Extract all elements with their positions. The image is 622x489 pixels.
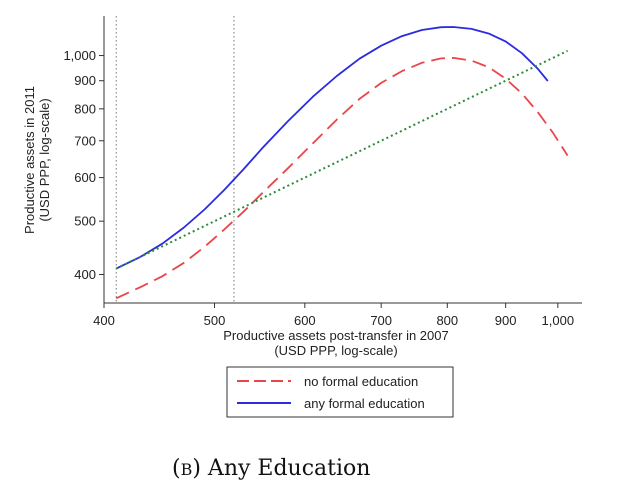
- x-ticks: 400 500 600 700 800 900 1,000: [93, 303, 574, 328]
- x-tick-label-2: 600: [294, 313, 316, 328]
- y-tick-label-6: 1,000: [63, 48, 96, 63]
- legend-label-no-education: no formal education: [304, 374, 418, 389]
- x-tick-label-4: 800: [436, 313, 458, 328]
- legend-label-any-education: any formal education: [304, 396, 425, 411]
- figure-caption: (B) Any Education: [172, 456, 370, 481]
- legend: no formal education any formal education: [226, 366, 454, 418]
- x-tick-label-0: 400: [93, 313, 115, 328]
- y-axis-title-line2: (USD PPP, log-scale): [37, 98, 52, 221]
- caption-rest: ) Any Education: [192, 456, 370, 481]
- x-tick-label-1: 500: [204, 313, 226, 328]
- legend-box: [226, 366, 454, 418]
- series-line-1: [115, 26, 549, 270]
- y-tick-label-2: 600: [74, 170, 96, 185]
- y-axis-title-line1: Productive assets in 2011: [22, 86, 37, 234]
- x-tick-label-6: 1,000: [542, 313, 575, 328]
- x-tick-label-3: 700: [370, 313, 392, 328]
- series-line-2: [115, 49, 569, 270]
- x-axis-title-line2: (USD PPP, log-scale): [274, 343, 397, 358]
- y-tick-label-0: 400: [74, 267, 96, 282]
- series-layer: [115, 26, 569, 300]
- series-line-0: [115, 57, 569, 300]
- y-tick-label-4: 800: [74, 101, 96, 116]
- y-ticks: 400 500 600 700 800 900 1,000: [63, 48, 104, 282]
- caption-letter: B: [181, 460, 193, 479]
- y-tick-label-5: 900: [74, 73, 96, 88]
- y-tick-label-3: 700: [74, 133, 96, 148]
- x-tick-label-5: 900: [495, 313, 517, 328]
- x-axis-title-line1: Productive assets post-transfer in 2007: [223, 328, 448, 343]
- y-axis-title: Productive assets in 2011 (USD PPP, log-…: [22, 86, 52, 234]
- y-tick-label-1: 500: [74, 214, 96, 229]
- caption-open-paren: (: [172, 456, 181, 481]
